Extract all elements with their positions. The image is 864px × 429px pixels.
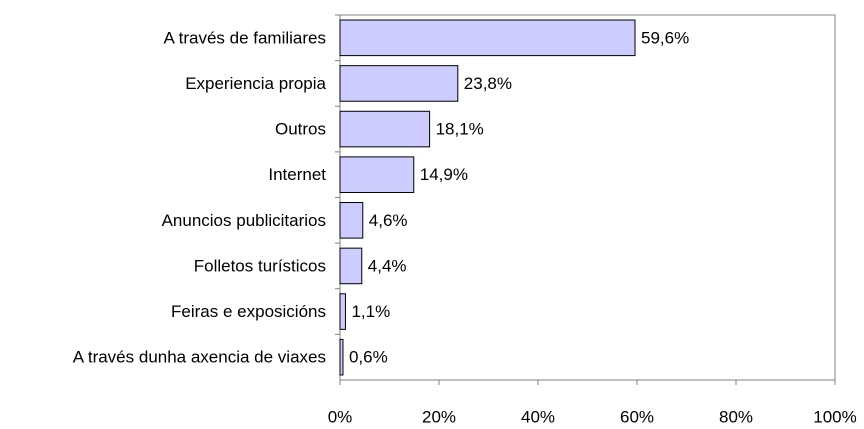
bar — [339, 293, 346, 330]
data-label: 14,9% — [420, 165, 468, 184]
y-tick-label: A través dunha axencia de viaxes — [73, 348, 326, 367]
data-label: 4,4% — [368, 256, 407, 275]
bar — [339, 65, 459, 102]
x-tick-label: 60% — [620, 407, 654, 426]
bar — [339, 202, 364, 239]
y-tick-label: Folletos turísticos — [194, 256, 326, 275]
data-label: 4,6% — [369, 211, 408, 230]
x-tick-label: 100% — [813, 407, 856, 426]
bar — [339, 19, 636, 57]
y-tick-label: Internet — [268, 165, 326, 184]
bar — [339, 156, 415, 193]
x-tick-label: 40% — [521, 407, 555, 426]
x-tick-label: 20% — [422, 407, 456, 426]
bar — [339, 338, 344, 376]
data-label: 23,8% — [464, 74, 512, 93]
y-tick-label: A través de familiares — [163, 28, 326, 47]
data-label: 1,1% — [351, 302, 390, 321]
y-tick-label: Anuncios publicitarios — [162, 211, 326, 230]
y-tick-label: Outros — [275, 120, 326, 139]
data-label: 0,6% — [349, 348, 388, 367]
x-tick-label: 80% — [719, 407, 753, 426]
bar — [339, 247, 363, 285]
data-label: 18,1% — [436, 120, 484, 139]
x-tick-label: 0% — [328, 407, 353, 426]
y-tick-label: Feiras e exposicións — [171, 302, 326, 321]
y-tick-label: Experiencia propia — [185, 74, 326, 93]
data-label: 59,6% — [641, 28, 689, 47]
bar — [339, 110, 431, 148]
